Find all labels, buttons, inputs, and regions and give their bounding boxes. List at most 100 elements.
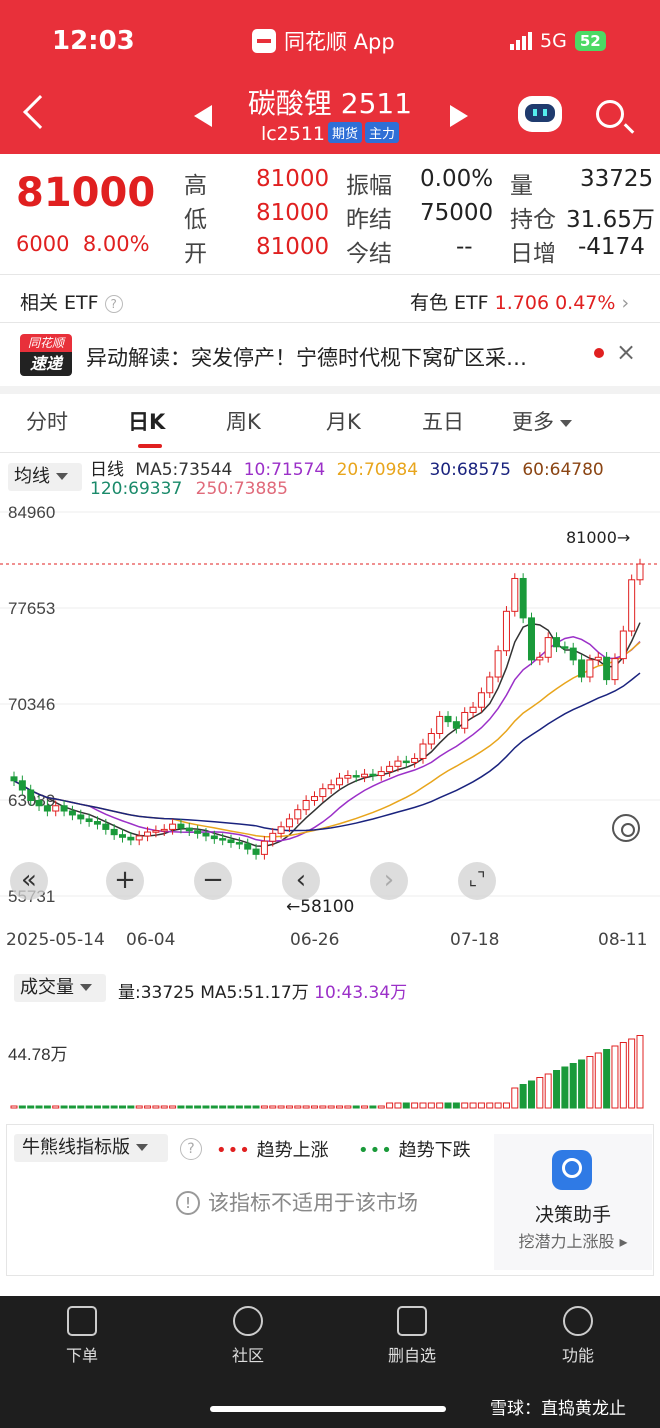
volume-bar	[77, 1105, 85, 1109]
volume-bar	[519, 1084, 527, 1109]
zoom-in-button[interactable]: +	[106, 862, 144, 900]
tab-daily-k[interactable]: 日K	[128, 410, 166, 434]
ma-lines	[13, 622, 641, 847]
volume-bar	[152, 1105, 160, 1109]
robot-assistant-icon[interactable]	[518, 96, 562, 132]
related-etf[interactable]: 相关 ETF ?	[20, 288, 123, 315]
etf-quote[interactable]: 有色 ETF 1.706 0.47% ›	[410, 292, 630, 314]
volume-bar	[327, 1105, 335, 1109]
tab-more[interactable]: 更多	[512, 406, 572, 436]
decision-helper-title[interactable]: 决策助手	[534, 1204, 611, 1226]
contract-code: lc2511 期货 主力	[230, 122, 430, 145]
remove-watchlist-button[interactable]: 删自选	[372, 1306, 452, 1366]
volume-bar	[344, 1105, 352, 1109]
section-gap	[0, 386, 660, 394]
volume-bar	[486, 1102, 494, 1109]
chevron-down-icon	[560, 420, 572, 427]
candle-body	[144, 831, 152, 837]
community-button[interactable]: 社区	[208, 1306, 288, 1366]
help-icon[interactable]: ?	[180, 1138, 202, 1160]
chevron-down-icon	[56, 473, 68, 480]
ma10-line	[13, 636, 641, 842]
rewind-button[interactable]: «	[10, 862, 48, 900]
candle-body	[260, 840, 268, 855]
volume-bar	[52, 1105, 60, 1109]
candle-body	[344, 775, 352, 779]
fullscreen-button[interactable]: ⌞⌝	[458, 862, 496, 900]
candle-body	[619, 630, 627, 660]
candle-body	[277, 826, 285, 834]
volume-bars	[10, 1035, 644, 1109]
candle-body	[569, 647, 577, 661]
candle-body	[377, 771, 385, 777]
ma-selector[interactable]: 均线	[8, 463, 82, 491]
amp-value: 0.00%	[420, 166, 494, 192]
candle-body	[402, 760, 410, 764]
candle-body	[152, 830, 160, 833]
ma-legend-row2: 120:69337 250:73885	[90, 479, 288, 499]
volume-bar	[452, 1102, 460, 1109]
volume-bar	[352, 1105, 360, 1109]
next-button[interactable]: ›	[370, 862, 408, 900]
contract-title: 碳酸锂 2511	[247, 87, 413, 120]
next-contract-button[interactable]	[450, 105, 468, 127]
volume-selector[interactable]: 成交量	[14, 974, 106, 1002]
order-button[interactable]: 下单	[42, 1306, 122, 1366]
search-icon[interactable]	[596, 100, 624, 128]
candle-body	[586, 659, 594, 678]
status-app-name: 同花顺 App	[252, 26, 395, 56]
candle-body	[361, 773, 369, 778]
volume-bar	[310, 1105, 318, 1109]
candle-body	[85, 818, 93, 823]
prev-button[interactable]: ‹	[282, 862, 320, 900]
back-icon[interactable]	[23, 95, 57, 129]
prev-contract-button[interactable]	[194, 105, 212, 127]
candle-body	[494, 650, 502, 678]
volume-bar	[68, 1105, 76, 1109]
indicator-selector[interactable]: 牛熊线指标版	[14, 1134, 168, 1162]
volume-bar	[93, 1105, 101, 1109]
candle-body	[310, 796, 318, 802]
oi-label: 持仓	[510, 207, 556, 233]
kline-chart[interactable]: 8496077653703466303955731	[0, 500, 660, 920]
volume-bar	[269, 1105, 277, 1109]
close-icon[interactable]: ×	[616, 338, 637, 366]
news-headline[interactable]: 异动解读：突发停产！宁德时代枧下窝矿区采…	[86, 346, 527, 370]
date-label: 07-18	[450, 930, 500, 950]
decision-helper-sub[interactable]: 挖潜力上涨股 ▸	[518, 1232, 628, 1251]
y-tick-label: 77653	[8, 599, 55, 618]
unread-dot	[594, 348, 604, 358]
volume-bar	[461, 1102, 469, 1109]
settings-gear-icon[interactable]	[612, 814, 640, 842]
tab-monthly-k[interactable]: 月K	[326, 410, 361, 434]
help-icon[interactable]: ?	[104, 295, 123, 313]
volume-bar	[135, 1105, 143, 1109]
zoom-out-button[interactable]: −	[194, 862, 232, 900]
functions-button[interactable]: 功能	[538, 1306, 618, 1366]
price-change: 6000 8.00%	[16, 232, 150, 256]
open-value: 81000	[256, 234, 330, 260]
tab-five-day[interactable]: 五日	[422, 410, 464, 434]
tab-intraday[interactable]: 分时	[26, 410, 68, 434]
date-label: 08-11	[598, 930, 648, 950]
volume-bar	[202, 1105, 210, 1109]
volume-bar	[302, 1105, 310, 1109]
candle-body	[594, 656, 602, 661]
decision-helper-icon[interactable]	[552, 1150, 592, 1190]
settle-label: 今结	[346, 241, 392, 267]
volume-bar	[277, 1105, 285, 1109]
volume-bar	[260, 1105, 268, 1109]
candle-body	[160, 828, 168, 832]
candle-body	[52, 805, 60, 812]
last-price: 81000	[16, 170, 156, 216]
tab-weekly-k[interactable]: 周K	[226, 410, 261, 434]
volume-bar	[127, 1105, 135, 1109]
volume-bar	[444, 1102, 452, 1109]
candle-body	[469, 706, 477, 713]
ma20-line	[13, 641, 641, 838]
candle-body	[436, 715, 444, 735]
volume-bar	[252, 1105, 260, 1109]
candle-body	[227, 839, 235, 844]
volume-bar	[502, 1102, 510, 1109]
preclose-label: 昨结	[346, 207, 392, 233]
